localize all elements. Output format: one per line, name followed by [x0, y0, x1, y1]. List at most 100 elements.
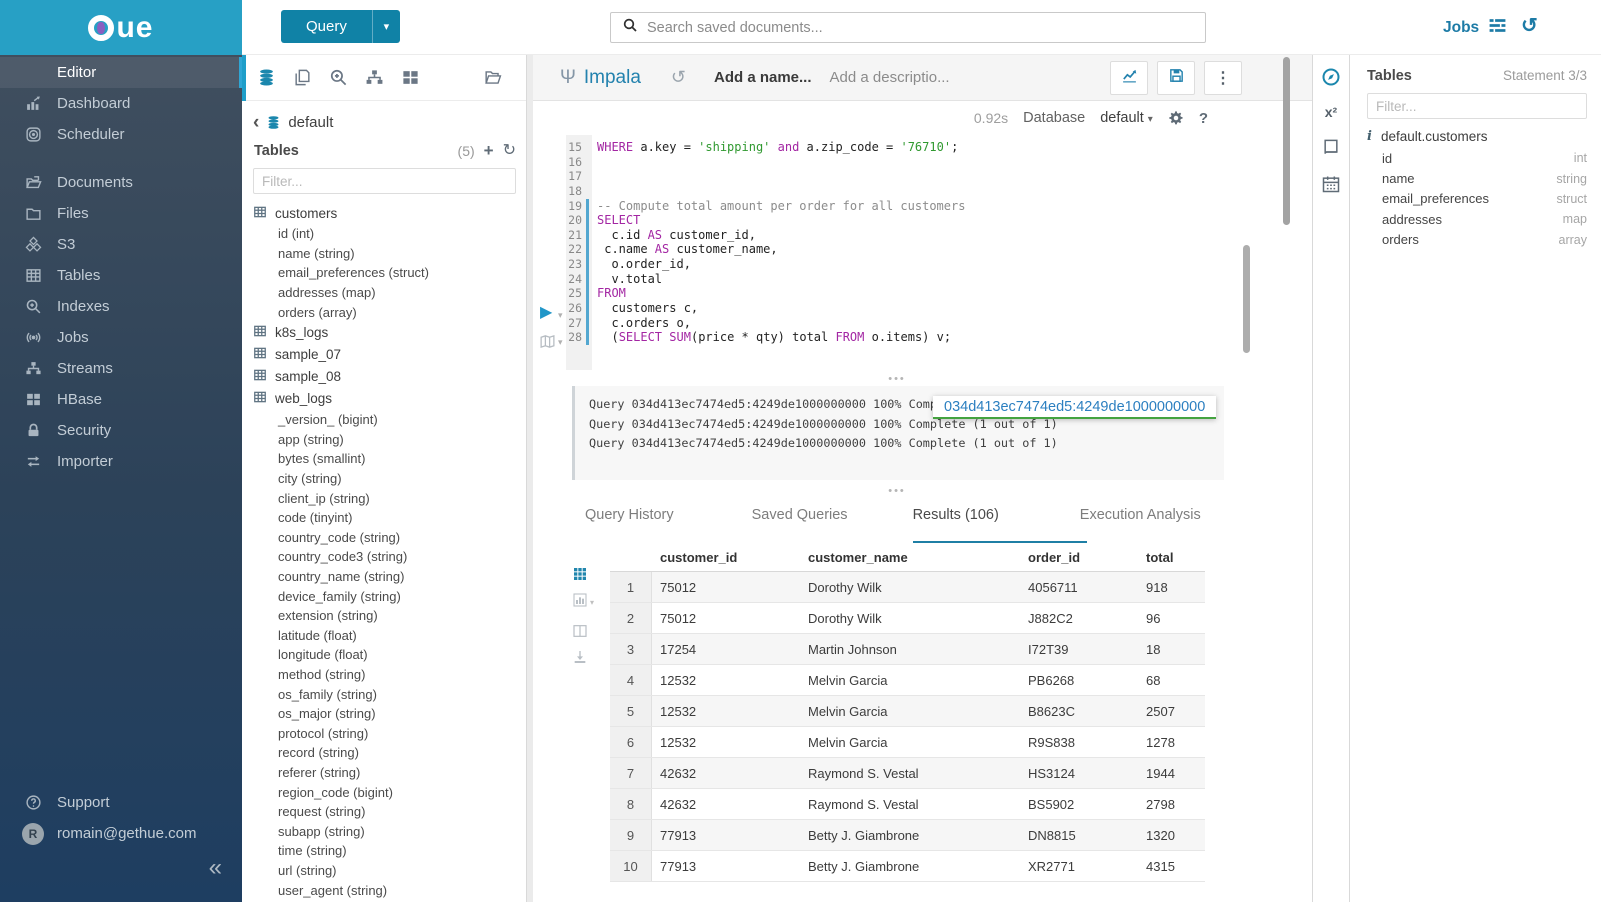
main-scrollbar[interactable] — [1283, 57, 1290, 225]
tree-column[interactable]: id (int) — [278, 226, 315, 242]
editor-history-icon[interactable]: ↺ — [670, 67, 686, 87]
assist-table[interactable]: i default.customers — [1367, 129, 1587, 144]
sidebar-item-scheduler[interactable]: Scheduler — [0, 119, 242, 150]
documents-tab-icon[interactable] — [293, 68, 312, 87]
sidebar-item-documents[interactable]: Documents — [0, 167, 242, 198]
sidebar-item-user[interactable]: R romain@gethue.com — [0, 818, 242, 849]
sql-editor[interactable]: 15 WHERE a.key = 'shipping' and a.zip_cod… — [566, 140, 1242, 345]
results-col-header[interactable]: customer_id — [660, 549, 738, 565]
tree-column[interactable]: protocol (string) — [278, 725, 369, 741]
results-col-header[interactable]: order_id — [1028, 549, 1081, 565]
breadcrumb-database[interactable]: default — [288, 114, 334, 131]
table-row[interactable]: 9 77913 Betty J. Giambrone DN8815 1320 — [610, 820, 1205, 851]
code-line[interactable]: 18 — [566, 184, 1242, 199]
tree-column[interactable]: _version_ (bigint) — [278, 412, 378, 428]
code-line[interactable]: 23 o.order_id, — [566, 257, 1242, 272]
grid-view-icon[interactable] — [572, 566, 596, 582]
chart-view-icon[interactable]: ▾ — [572, 592, 596, 613]
tree-table-customers[interactable]: customers — [242, 202, 526, 224]
sidebar-item-support[interactable]: Support — [0, 787, 242, 818]
assist-column[interactable]: name string — [1382, 168, 1587, 188]
save-button[interactable] — [1157, 60, 1195, 95]
tree-column[interactable]: os_family (string) — [278, 686, 377, 702]
assist-column[interactable]: email_preferences struct — [1382, 189, 1587, 209]
new-query-button[interactable]: Query ▾ — [281, 10, 400, 43]
functions-icon[interactable]: x² — [1324, 104, 1338, 120]
tree-column[interactable]: country_code (string) — [278, 529, 401, 545]
code-line[interactable]: 21 c.id AS customer_id, — [566, 227, 1242, 243]
download-icon[interactable] — [572, 649, 596, 665]
execute-options-caret[interactable]: ▾ — [558, 310, 563, 320]
table-row[interactable]: 7 42632 Raymond S. Vestal HS3124 1944 — [610, 758, 1205, 789]
code-line[interactable]: 20 SELECT — [566, 213, 1242, 228]
tree-table-k8s_logs[interactable]: k8s_logs — [242, 322, 526, 344]
minimap-icon[interactable] — [539, 333, 556, 355]
results-col-header[interactable]: customer_name — [808, 549, 908, 565]
query-description-field[interactable]: Add a descriptio... — [829, 69, 950, 86]
code-line[interactable]: 27 c.orders o, — [566, 315, 1242, 331]
tree-column[interactable]: app (string) — [278, 431, 344, 447]
assist-compass-icon[interactable] — [1321, 67, 1341, 87]
panel-resize-gutter[interactable] — [527, 55, 533, 902]
tree-column[interactable]: time (string) — [278, 843, 347, 859]
code-line[interactable]: 16 — [566, 155, 1242, 170]
editor-scrollbar[interactable] — [1243, 245, 1250, 353]
back-chevron-icon[interactable]: ‹ — [253, 111, 260, 133]
code-line[interactable]: 24 v.total — [566, 271, 1242, 287]
sidebar-item-editor[interactable]: Editor — [0, 57, 242, 88]
engine-selector[interactable]: Ψ Impala — [560, 67, 641, 89]
indexes-tab-icon[interactable] — [329, 68, 348, 87]
settings-gear-icon[interactable] — [1168, 110, 1184, 126]
table-row[interactable]: 3 17254 Martin Johnson I72T39 18 — [610, 634, 1205, 665]
tree-column[interactable]: method (string) — [278, 666, 366, 682]
folder-open-icon[interactable] — [483, 68, 502, 87]
table-row[interactable]: 1 75012 Dorothy Wilk 4056711 918 — [610, 572, 1205, 603]
table-row[interactable]: 5 12532 Melvin Garcia B8623C 2507 — [610, 696, 1205, 727]
add-table-icon[interactable]: + — [483, 141, 494, 160]
execute-play-button[interactable]: ▶ — [540, 304, 553, 321]
tree-column[interactable]: country_name (string) — [278, 569, 405, 585]
sidebar-item-importer[interactable]: Importer — [0, 446, 242, 477]
table-row[interactable]: 4 12532 Melvin Garcia PB6268 68 — [610, 665, 1205, 696]
tree-column[interactable]: addresses (map) — [278, 285, 376, 301]
tree-column[interactable]: code (tinyint) — [278, 510, 353, 526]
sidebar-item-files[interactable]: Files — [0, 198, 242, 229]
tree-column[interactable]: request (string) — [278, 804, 366, 820]
hue-logo[interactable]: ue — [0, 0, 242, 55]
resize-handle-top[interactable]: ••• — [888, 373, 906, 385]
sidebar-item-s3[interactable]: S3 — [0, 229, 242, 260]
info-icon[interactable]: i — [1367, 129, 1372, 144]
table-row[interactable]: 2 75012 Dorothy Wilk J882C2 96 — [610, 603, 1205, 634]
collapse-sidebar-icon[interactable]: « — [208, 854, 222, 881]
assist-column[interactable]: id int — [1382, 148, 1587, 168]
new-query-caret-button[interactable]: ▾ — [371, 10, 400, 43]
minimap-caret[interactable]: ▾ — [558, 337, 563, 347]
tree-column[interactable]: subapp (string) — [278, 823, 365, 839]
tab-results-106-[interactable]: Results (106) — [912, 505, 1088, 543]
table-row[interactable]: 6 12532 Melvin Garcia R9S838 1278 — [610, 727, 1205, 758]
streams-tab-icon[interactable] — [365, 68, 384, 87]
tables-filter-input[interactable] — [253, 168, 516, 194]
new-query-button-label[interactable]: Query — [281, 10, 372, 43]
databases-tab-icon[interactable] — [257, 68, 276, 87]
tree-column[interactable]: region_code (bigint) — [278, 784, 393, 800]
query-name-field[interactable]: Add a name... — [714, 69, 812, 86]
code-line[interactable]: 28 (SELECT SUM(price * qty) total FROM o… — [566, 330, 1242, 345]
tree-column[interactable]: client_ip (string) — [278, 490, 370, 506]
code-line[interactable]: 15 WHERE a.key = 'shipping' and a.zip_cod… — [566, 140, 1242, 155]
sidebar-item-hbase[interactable]: HBase — [0, 384, 242, 415]
sidebar-item-streams[interactable]: Streams — [0, 353, 242, 384]
tree-column[interactable]: country_code3 (string) — [278, 549, 408, 565]
sidebar-item-jobs[interactable]: Jobs — [0, 322, 242, 353]
tree-column[interactable]: record (string) — [278, 745, 359, 761]
search-input[interactable] — [647, 19, 1205, 36]
query-history-icon[interactable]: ↺ — [1521, 15, 1538, 37]
tab-execution-analysis[interactable]: Execution Analysis — [1079, 507, 1201, 523]
tree-column[interactable]: extension (string) — [278, 608, 378, 624]
tab-saved-queries[interactable]: Saved Queries — [751, 507, 848, 523]
tree-column[interactable]: device_family (string) — [278, 588, 401, 604]
tree-column[interactable]: orders (array) — [278, 304, 357, 320]
query-id-tooltip[interactable]: 034d413ec7474ed5:4249de1000000000 — [933, 396, 1217, 419]
sidebar-item-dashboard[interactable]: Dashboard — [0, 88, 242, 119]
code-line[interactable]: 22 c.name AS customer_name, — [566, 242, 1242, 258]
